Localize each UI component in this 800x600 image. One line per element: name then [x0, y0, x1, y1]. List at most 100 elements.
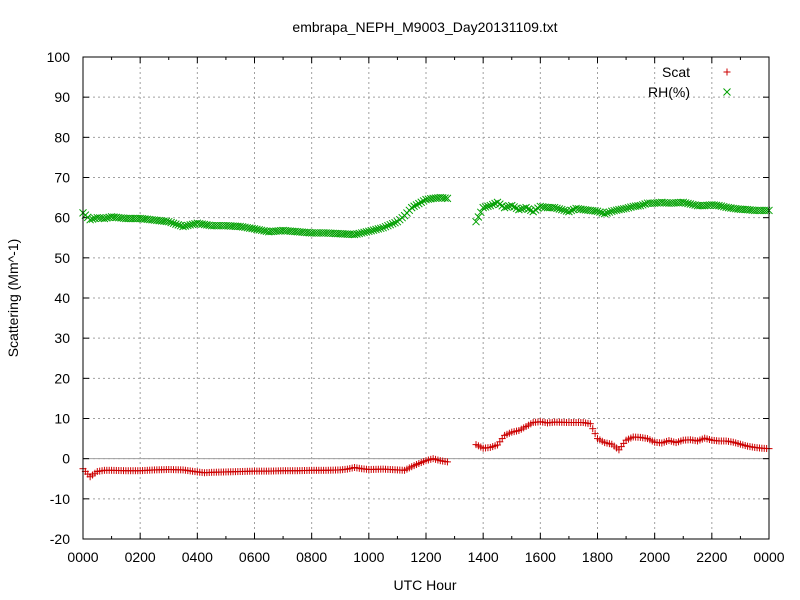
- data-point: [488, 200, 497, 209]
- data-point: [441, 194, 449, 202]
- data-point: [172, 220, 180, 228]
- data-point: [681, 199, 690, 207]
- data-point: [419, 197, 428, 205]
- data-point: [684, 199, 692, 208]
- data-point: [565, 207, 573, 216]
- data-point: [412, 201, 421, 209]
- series-rh: [79, 193, 773, 239]
- data-point: [250, 225, 259, 233]
- data-point: [100, 214, 109, 223]
- data-point: [515, 205, 523, 214]
- data-point: [612, 206, 621, 215]
- x-axis-label: UTC Hour: [393, 577, 456, 593]
- legend-marker-rh: [723, 88, 731, 96]
- data-point: [479, 203, 488, 212]
- data-point: [183, 221, 192, 230]
- x-tick-label: 0600: [239, 549, 270, 565]
- data-point: [481, 203, 490, 211]
- data-point: [169, 219, 178, 228]
- data-point: [179, 222, 187, 231]
- data-point: [350, 230, 359, 239]
- data-point: [162, 217, 171, 226]
- data-point: [636, 201, 645, 210]
- data-point: [417, 198, 426, 207]
- data-point: [593, 207, 602, 216]
- data-point: [589, 425, 597, 433]
- data-point: [384, 221, 392, 230]
- data-point: [619, 204, 628, 213]
- x-tick-label: 1400: [468, 549, 499, 565]
- data-point: [376, 224, 385, 233]
- data-point: [372, 225, 380, 234]
- data-point: [522, 203, 530, 212]
- data-point: [715, 201, 723, 210]
- y-tick-label: 20: [54, 370, 70, 386]
- data-point: [610, 206, 619, 215]
- data-point: [364, 227, 373, 236]
- data-point: [253, 225, 261, 234]
- data-point: [507, 201, 516, 210]
- y-tick-label: 80: [54, 129, 70, 145]
- data-point: [622, 204, 630, 213]
- data-point: [379, 223, 387, 232]
- data-point: [472, 217, 480, 226]
- grid-lines: [83, 57, 769, 539]
- x-tick-label: 0400: [182, 549, 213, 565]
- data-point: [586, 420, 594, 428]
- legend: Scat RH(%): [648, 64, 731, 100]
- data-point: [181, 222, 190, 230]
- data-point: [86, 215, 94, 224]
- data-point: [634, 202, 642, 210]
- data-point: [357, 229, 366, 237]
- data-point: [679, 198, 688, 207]
- data-point: [486, 201, 495, 210]
- x-tick-label: 0200: [125, 549, 156, 565]
- y-tick-label: 10: [54, 411, 70, 427]
- data-point: [567, 206, 576, 215]
- data-point: [553, 204, 561, 213]
- y-axis-tick-labels: -20 -10 0 10 20 30 40 50 60 70 80 90 100: [47, 49, 71, 547]
- data-point: [596, 208, 604, 216]
- data-point: [484, 202, 492, 211]
- legend-marker-scat: [723, 68, 731, 76]
- y-tick-label: 0: [62, 451, 70, 467]
- data-point: [474, 213, 483, 221]
- data-point: [600, 209, 609, 218]
- data-point: [603, 208, 611, 217]
- data-point: [102, 214, 111, 222]
- data-point: [550, 203, 559, 212]
- legend-label-rh: RH(%): [648, 84, 690, 100]
- data-point: [174, 221, 183, 229]
- data-point: [557, 205, 566, 214]
- y-tick-label: -20: [50, 531, 70, 547]
- legend-marker-symbol: [723, 88, 731, 96]
- data-point: [188, 220, 197, 229]
- data-point: [719, 202, 728, 211]
- series-scat: [79, 418, 773, 481]
- x-tick-label: 1600: [525, 549, 556, 565]
- data-point: [353, 230, 361, 238]
- data-point: [410, 202, 418, 211]
- data-point: [391, 218, 399, 227]
- data-point: [255, 225, 264, 234]
- x-tick-label: 0000: [753, 549, 784, 565]
- data-point: [257, 226, 266, 235]
- x-tick-label: 2000: [639, 549, 670, 565]
- y-tick-label: -10: [50, 491, 70, 507]
- data-point: [386, 220, 395, 229]
- y-tick-label: 30: [54, 330, 70, 346]
- data-point: [443, 194, 452, 203]
- data-point: [443, 458, 451, 466]
- x-tick-label: 1200: [410, 549, 441, 565]
- data-point: [626, 203, 635, 211]
- legend-label-scat: Scat: [662, 64, 690, 80]
- data-point: [367, 226, 376, 235]
- data-point: [186, 221, 195, 229]
- x-axis-tick-labels: 0000 0200 0400 0600 0800 1000 1200 1400 1600 1800…: [67, 549, 784, 565]
- x-tick-label: 2200: [696, 549, 727, 565]
- data-point: [248, 224, 256, 233]
- data-point: [360, 228, 368, 237]
- x-tick-label: 1800: [582, 549, 613, 565]
- data-point: [555, 205, 564, 213]
- data-point: [167, 218, 175, 227]
